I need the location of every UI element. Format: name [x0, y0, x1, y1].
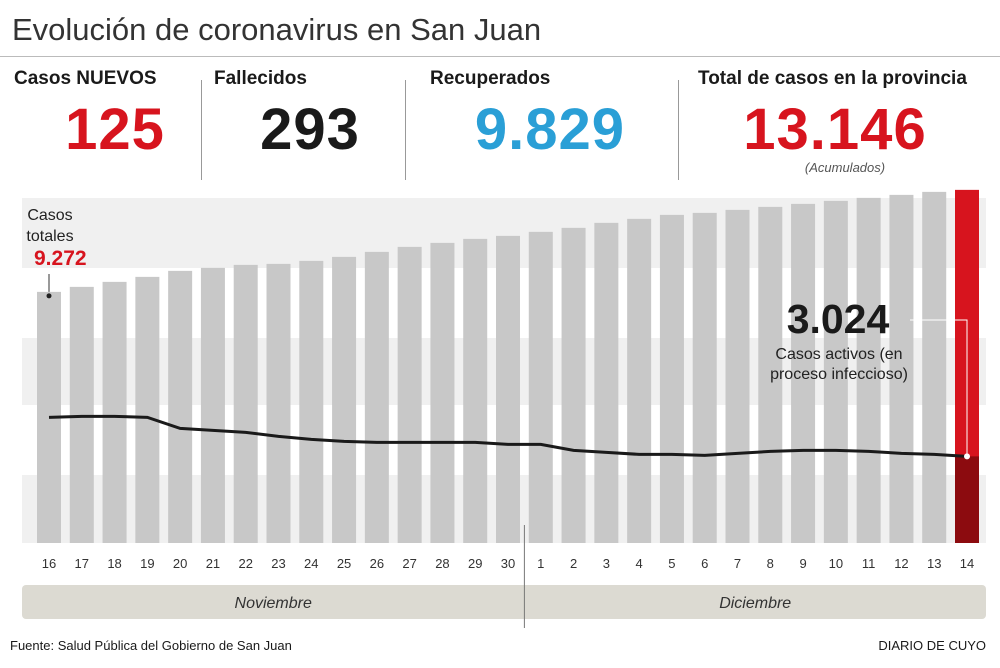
- x-tick-label: 8: [767, 556, 774, 571]
- bar: [102, 281, 127, 543]
- bar: [791, 203, 816, 544]
- leader-dot: [46, 293, 52, 299]
- month-label: Diciembre: [719, 595, 791, 612]
- leader-dot: [964, 453, 970, 460]
- bar: [758, 206, 783, 544]
- x-tick-label: 21: [206, 556, 220, 571]
- x-tick-label: 11: [862, 556, 876, 571]
- stat-value: 293: [260, 97, 360, 162]
- x-tick-label: 9: [799, 556, 806, 571]
- bar: [233, 264, 258, 543]
- stat-label: Fallecidos: [214, 68, 307, 89]
- bar: [823, 200, 848, 543]
- stat-value: 13.146: [743, 97, 927, 162]
- stat-value: 125: [65, 97, 165, 162]
- divider: [678, 80, 679, 180]
- x-tick-label: 24: [304, 556, 318, 571]
- bar: [200, 267, 225, 543]
- x-tick-label: 17: [75, 556, 89, 571]
- bar: [627, 218, 652, 543]
- x-tick-label: 2: [570, 556, 577, 571]
- bar: [922, 191, 947, 543]
- divider: [201, 80, 202, 180]
- x-tick-label: 22: [238, 556, 252, 571]
- leader: [910, 319, 968, 457]
- x-tick-label: 6: [701, 556, 708, 571]
- x-tick-label: 27: [402, 556, 416, 571]
- x-tick-label: 12: [894, 556, 908, 571]
- rule: [0, 56, 1000, 57]
- stat-label: Total de casos en la provincia: [698, 68, 967, 89]
- x-tick-label: 18: [107, 556, 121, 571]
- bar: [528, 231, 553, 543]
- bar: [463, 238, 488, 543]
- x-tick-label: 23: [271, 556, 285, 571]
- bar: [135, 276, 160, 543]
- stat-label: Casos NUEVOS: [14, 68, 157, 89]
- source: Fuente: Salud Pública del Gobierno de Sa…: [10, 638, 292, 653]
- data-label: 9.272: [34, 247, 87, 270]
- bar: [332, 256, 357, 543]
- stat-note: (Acumulados): [804, 160, 886, 175]
- x-tick-label: 30: [501, 556, 515, 571]
- brand: DIARIO DE CUYO: [878, 638, 986, 653]
- x-tick-label: 4: [636, 556, 643, 571]
- bar: [496, 235, 520, 543]
- x-tick-label: 7: [734, 556, 741, 571]
- bar: [561, 227, 586, 543]
- x-tick-label: 20: [173, 556, 187, 571]
- x-tick-label: 26: [370, 556, 384, 571]
- stat-value: 9.829: [474, 97, 626, 162]
- x-tick-label: 1: [537, 556, 544, 571]
- x-tick-label: 10: [829, 556, 843, 571]
- divider: [405, 80, 406, 180]
- bar: [299, 260, 324, 543]
- x-tick-label: 28: [435, 556, 449, 571]
- bar: [692, 212, 717, 543]
- bar: [266, 263, 291, 543]
- data-label: 3.024: [786, 296, 890, 342]
- series-name: Casos activos (en proceso infeccioso): [770, 346, 908, 383]
- bar: [430, 242, 455, 543]
- x-tick-label: 14: [960, 556, 974, 571]
- bar: [889, 194, 914, 543]
- x-tick-label: 16: [42, 556, 56, 571]
- bar: [397, 246, 422, 543]
- bar: [594, 222, 619, 543]
- bar: [168, 270, 193, 543]
- x-tick-label: 25: [337, 556, 351, 571]
- x-tick-label: 19: [140, 556, 154, 571]
- x-tick-label: 29: [468, 556, 482, 571]
- bar: [659, 214, 684, 544]
- x-tick-label: 5: [668, 556, 675, 571]
- bar: [364, 251, 389, 543]
- x-tick-label: 13: [927, 556, 941, 571]
- series-name: Casos totales: [26, 207, 74, 245]
- active-segment: [955, 456, 979, 543]
- stat-label: Recuperados: [430, 68, 551, 89]
- bar: [856, 197, 881, 543]
- bar: [725, 209, 750, 544]
- active-line: [48, 414, 968, 458]
- month-label: Noviembre: [235, 595, 312, 612]
- x-tick-label: 3: [603, 556, 610, 571]
- month-band: [22, 585, 986, 619]
- title: Evolución de coronavirus en San Juan: [12, 12, 542, 47]
